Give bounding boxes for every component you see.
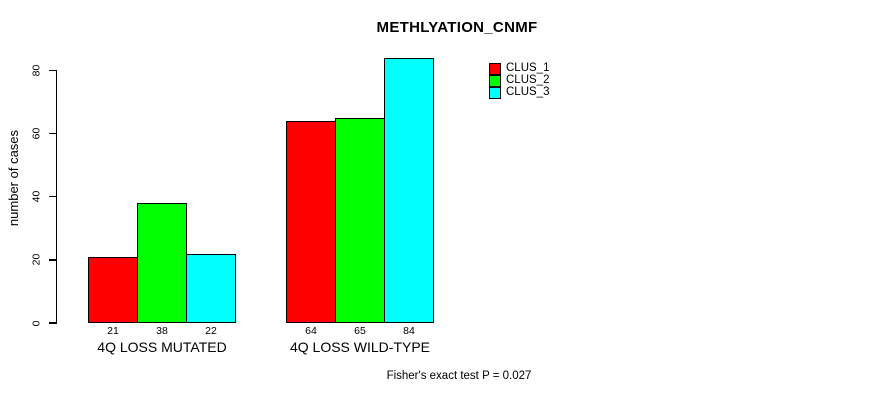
bar-value-label: 65 xyxy=(354,324,366,337)
category-label: 4Q LOSS MUTATED xyxy=(97,338,227,355)
y-axis-tick xyxy=(48,322,56,324)
bar-clus_1-1 xyxy=(88,256,138,323)
bar-clus_1-2 xyxy=(286,120,336,323)
y-axis-line xyxy=(55,70,57,324)
y-axis-tick-label: 60 xyxy=(30,127,43,140)
legend-swatch-clus_2 xyxy=(489,74,501,87)
category-label: 4Q LOSS WILD-TYPE xyxy=(289,338,431,355)
bar-value-label: 22 xyxy=(205,324,217,337)
legend-entry-label: CLUS_1 xyxy=(506,62,550,74)
legend-entry-label: CLUS_2 xyxy=(506,73,550,86)
legend-entry: CLUS_1 xyxy=(489,62,550,75)
legend-swatch-clus_1 xyxy=(489,62,501,75)
legend: CLUS_1 CLUS_2 CLUS_3 xyxy=(489,62,550,99)
y-axis-tick-label: 80 xyxy=(30,64,43,77)
bar-value-label: 21 xyxy=(107,324,119,337)
bar-clus_3-2 xyxy=(384,57,434,323)
y-axis-tick xyxy=(48,69,56,72)
bar-clus_2-2 xyxy=(335,117,385,323)
y-axis-tick-label: 0 xyxy=(30,320,43,326)
legend-entry: CLUS_3 xyxy=(489,85,550,99)
y-axis-tick-label: 20 xyxy=(30,254,43,266)
bar-value-label: 64 xyxy=(305,324,317,337)
bar-value-label: 84 xyxy=(403,324,415,337)
y-axis-tick xyxy=(48,195,56,198)
legend-swatch-clus_3 xyxy=(489,86,501,99)
bar-value-label: 38 xyxy=(156,324,168,337)
y-axis-tick xyxy=(48,132,56,135)
bar-clus_2-1 xyxy=(137,203,187,323)
y-axis-label: number of cases xyxy=(6,129,21,227)
bar-clus_3-1 xyxy=(186,253,236,323)
pvalue-annotation: Fisher's exact test P = 0.027 xyxy=(386,370,532,382)
legend-entry: CLUS_2 xyxy=(489,73,550,87)
y-axis-tick-label: 40 xyxy=(30,190,43,203)
chart-title: METHLYATION_CNMF xyxy=(376,19,538,36)
y-axis-tick xyxy=(48,259,56,261)
legend-entry-label: CLUS_3 xyxy=(506,85,550,98)
